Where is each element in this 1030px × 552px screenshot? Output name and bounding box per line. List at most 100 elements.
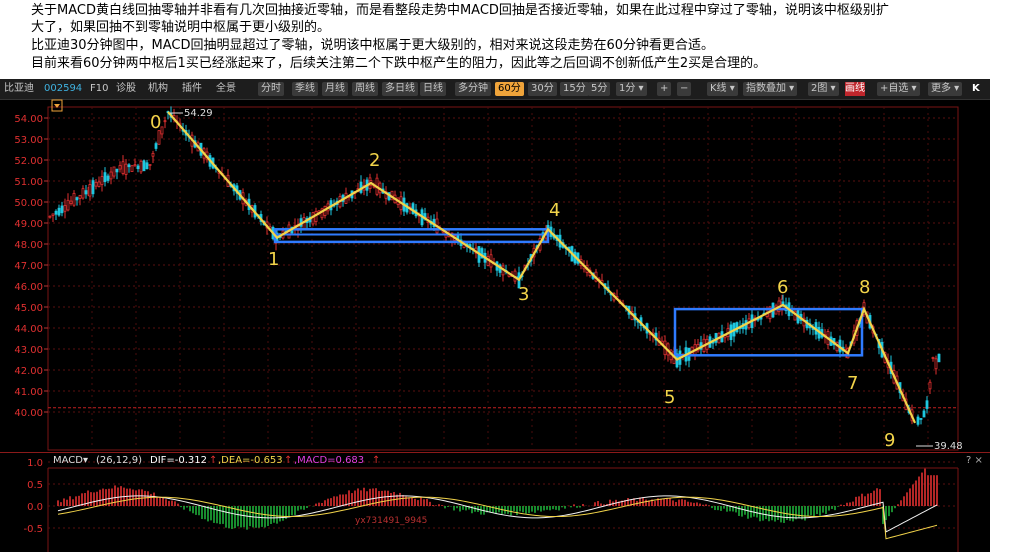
candle-body bbox=[54, 210, 58, 215]
period-button[interactable]: 60分 bbox=[495, 82, 524, 96]
pivot-box bbox=[673, 307, 864, 357]
chart-grid bbox=[44, 106, 959, 451]
stock-code[interactable]: 002594 bbox=[44, 83, 83, 94]
stock-name[interactable]: 比亚迪 bbox=[4, 83, 34, 94]
dif-value: DIF=-0.312 bbox=[150, 455, 208, 466]
macd-axis-label: 0.0 bbox=[27, 502, 43, 513]
wave-marker: 2 bbox=[369, 150, 380, 171]
period-button[interactable]: 5分 bbox=[588, 82, 611, 96]
candle-body bbox=[925, 400, 929, 409]
candle-body bbox=[157, 130, 161, 145]
price-axis-label: 48.00 bbox=[14, 240, 43, 251]
price-axis-label: 40.00 bbox=[14, 408, 43, 419]
period-button[interactable]: 日线 bbox=[420, 82, 446, 96]
candle-body bbox=[919, 418, 923, 420]
price-axis-label: 54.00 bbox=[14, 114, 43, 125]
plugin-button[interactable]: 插件 bbox=[182, 83, 202, 94]
wave-marker: 4 bbox=[549, 200, 560, 221]
period-button[interactable]: 月线 bbox=[322, 82, 348, 96]
note-line: 大了，如果回抽不到零轴说明中枢属于更小级别的。 bbox=[31, 20, 331, 35]
dea-line bbox=[57, 496, 938, 540]
candle-body bbox=[115, 168, 119, 173]
period-button[interactable]: 30分 bbox=[528, 82, 557, 96]
wave-marker: 7 bbox=[847, 373, 858, 394]
note-line: 目前来看60分钟两中枢后1买已经涨起来了，后续关注第二个下跌中枢产生的阻力，因此… bbox=[31, 56, 767, 71]
candle-body bbox=[97, 181, 101, 187]
candle-body bbox=[72, 192, 76, 206]
macd-params: (26,12,9) bbox=[96, 455, 142, 466]
candle-body bbox=[57, 207, 61, 216]
chevron-down-icon bbox=[54, 104, 60, 108]
price-frame bbox=[47, 106, 959, 451]
candle-body bbox=[109, 171, 113, 180]
candle-body bbox=[88, 184, 92, 197]
candle-body bbox=[112, 166, 116, 177]
wave-marker: 8 bbox=[859, 277, 870, 298]
candle-body bbox=[75, 197, 79, 201]
price-chart: 54.0053.0052.0051.0050.0049.0048.0047.00… bbox=[14, 99, 963, 552]
chart-toolbar: 比亚迪 002594 F10 诊股 机构 插件 全景 分时 季线 月线 周线 多日线 日线… bbox=[0, 79, 990, 100]
period-button[interactable]: 多分钟 bbox=[455, 82, 491, 96]
candle-body bbox=[121, 161, 125, 174]
kline-dropdown[interactable]: K线 ▾ bbox=[707, 82, 738, 96]
wave-marker: 1 bbox=[268, 249, 279, 270]
candle-body bbox=[145, 162, 149, 170]
zoom-out-button[interactable]: − bbox=[677, 82, 692, 96]
wave-marker: 9 bbox=[884, 430, 895, 451]
candle-body bbox=[66, 199, 70, 211]
candle-body bbox=[139, 160, 143, 173]
macd-panel-controls[interactable]: ? × bbox=[966, 455, 983, 466]
price-axis-label: 47.00 bbox=[14, 261, 43, 272]
candle-body bbox=[91, 180, 95, 195]
candle-body bbox=[81, 188, 85, 199]
more-dropdown[interactable]: 更多 ▾ bbox=[928, 82, 963, 96]
period-button[interactable]: 多日线 bbox=[382, 82, 418, 96]
candle-body bbox=[124, 163, 128, 175]
candle-body bbox=[931, 357, 935, 359]
up-arrow-icon: ↑ bbox=[209, 455, 218, 466]
macd-panel: 1.0 0.5 0.0 -0.5 yx731491_9945 bbox=[23, 458, 959, 552]
candle-body bbox=[103, 172, 107, 183]
period-button[interactable]: 15分 bbox=[560, 82, 589, 96]
index-overlay-dropdown[interactable]: 指数叠加 ▾ bbox=[743, 82, 798, 96]
period-button[interactable]: 1分 ▾ bbox=[616, 82, 647, 96]
dea-value: ,DEA=-0.653 bbox=[218, 455, 283, 466]
price-axis-label: 49.00 bbox=[14, 219, 43, 230]
candle-body bbox=[94, 181, 98, 187]
candle-body bbox=[48, 215, 52, 218]
candle-body bbox=[118, 165, 122, 170]
f10-button[interactable]: F10 bbox=[90, 83, 109, 94]
high-price-label: 54.29 bbox=[184, 108, 213, 119]
macd-axis-label: 0.5 bbox=[27, 480, 43, 491]
zoom-in-button[interactable]: + bbox=[657, 82, 672, 96]
wave-marker: 0 bbox=[150, 112, 161, 133]
two-charts-dropdown[interactable]: 2图 ▾ bbox=[808, 82, 839, 96]
full-view-button[interactable]: 全景 bbox=[216, 83, 236, 94]
price-axis-label: 44.00 bbox=[14, 324, 43, 335]
candle-body bbox=[163, 120, 167, 123]
period-button[interactable]: 周线 bbox=[352, 82, 378, 96]
candle-body bbox=[916, 416, 920, 425]
wave-marker: 5 bbox=[664, 387, 675, 408]
k-logo-icon[interactable]: K bbox=[972, 83, 980, 94]
period-button[interactable]: 季线 bbox=[292, 82, 318, 96]
candle-body bbox=[78, 195, 82, 199]
candle-body bbox=[154, 143, 158, 149]
macd-indicator-dropdown[interactable]: MACD▾ bbox=[53, 455, 88, 466]
watermark: yx731491_9945 bbox=[355, 516, 427, 526]
up-arrow-icon: ↑ bbox=[372, 455, 381, 466]
candle-body bbox=[133, 164, 137, 167]
period-button[interactable]: 分时 bbox=[258, 82, 284, 96]
price-axis-label: 45.00 bbox=[14, 303, 43, 314]
institution-button[interactable]: 机构 bbox=[148, 83, 168, 94]
diagnose-button[interactable]: 诊股 bbox=[116, 83, 136, 94]
price-axis-label: 51.00 bbox=[14, 177, 43, 188]
wave-markers: 0 1 2 3 4 5 6 7 8 9 54.29 39.48 bbox=[150, 108, 963, 452]
draw-line-button[interactable]: 画线 bbox=[845, 82, 865, 96]
add-watchlist-dropdown[interactable]: +自选 ▾ bbox=[877, 82, 920, 96]
note-line: 比亚迪30分钟图中，MACD回抽明显超过了零轴，说明该中枢属于更大级别的，相对来… bbox=[31, 38, 715, 53]
candle-body bbox=[69, 200, 73, 204]
candle-body bbox=[63, 205, 67, 212]
wave-marker: 3 bbox=[518, 284, 529, 305]
price-axis-label: 53.00 bbox=[14, 135, 43, 146]
